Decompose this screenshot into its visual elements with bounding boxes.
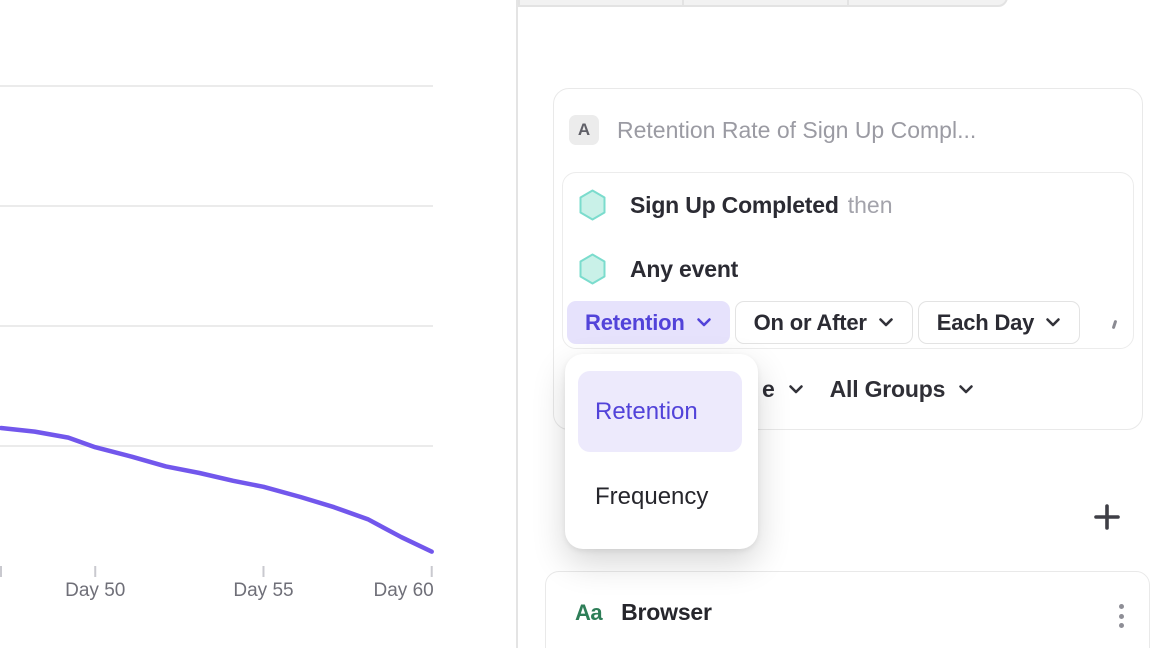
all-groups-dropdown-button[interactable]: All Groups [830, 376, 975, 403]
event-name: Any event [630, 255, 739, 282]
menu-item-frequency[interactable]: Frequency [595, 482, 709, 510]
dropdown-label: Retention [585, 309, 685, 335]
event-block: Sign Up Completed then Any event Retention… [562, 172, 1134, 349]
x-axis-label: Day 60 [374, 580, 434, 601]
metric-dropdown-menu: Retention Frequency [565, 354, 758, 549]
retention-line-series [0, 425, 434, 554]
chevron-down-icon [1046, 318, 1061, 327]
plus-icon [1094, 504, 1120, 530]
clipped-e-dropdown-button[interactable]: e [762, 376, 804, 403]
tab-strip-divider [682, 0, 684, 5]
dropdown-label: On or After [753, 309, 867, 335]
panel-divider [516, 0, 518, 648]
kebab-menu-icon[interactable] [1109, 601, 1133, 631]
menu-item-retention[interactable]: Retention [578, 371, 742, 452]
event-hexagon-icon [579, 253, 606, 285]
add-button[interactable] [1091, 501, 1123, 533]
event-suffix: then [847, 191, 893, 218]
each-day-dropdown-button[interactable]: Each Day [917, 301, 1081, 344]
chevron-down-icon [878, 318, 893, 327]
x-axis-label: Day 50 [65, 580, 125, 601]
series-badge: A [569, 115, 599, 145]
x-axis-label: Day 55 [233, 580, 293, 601]
breakdown-property-label: Browser [621, 599, 712, 625]
breakdown-card: Aa Browser [545, 571, 1150, 648]
query-title-input[interactable]: Retention Rate of Sign Up Compl... [617, 117, 977, 143]
dropdown-label: All Groups [829, 375, 946, 402]
tab-strip-divider [847, 0, 849, 5]
chevron-down-icon [959, 384, 973, 393]
retention-chart: Day 50 Day 55 Day 60 [0, 85, 434, 601]
string-type-icon: Aa [575, 599, 603, 625]
top-tab-strip-clipped[interactable] [518, 0, 1008, 7]
event-row[interactable]: Sign Up Completed then [578, 189, 892, 221]
event-name: Sign Up Completed [630, 191, 839, 218]
chevron-down-icon [788, 384, 803, 393]
dropdown-label: Each Day [936, 309, 1035, 335]
retention-dropdown-button[interactable]: Retention [567, 301, 730, 344]
event-row[interactable]: Any event [578, 253, 738, 285]
on-or-after-dropdown-button[interactable]: On or After [734, 301, 913, 344]
event-hexagon-icon [579, 189, 606, 221]
chevron-down-icon [696, 318, 711, 327]
dropdown-label: e [762, 375, 775, 402]
